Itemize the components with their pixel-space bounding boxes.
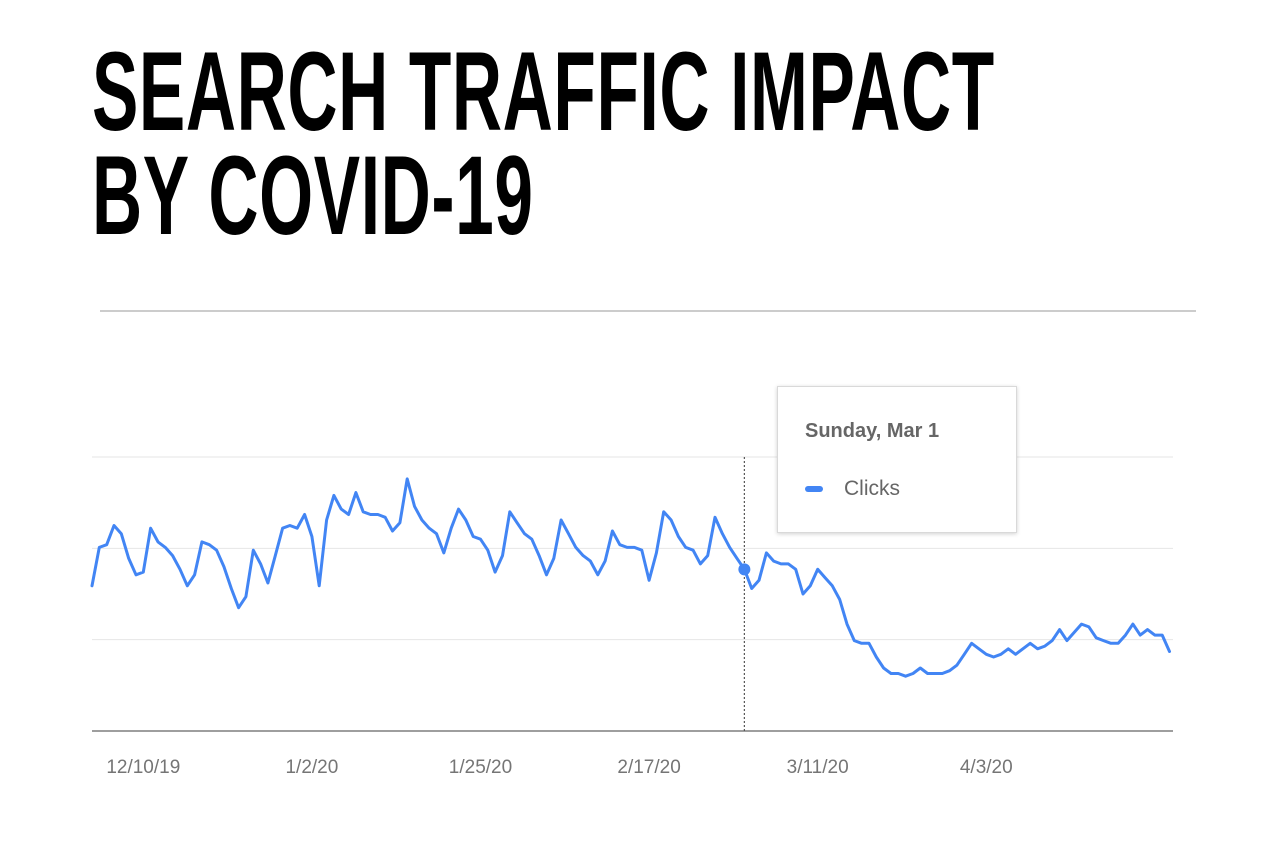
chart-tooltip: Sunday, Mar 1 Clicks — [777, 386, 1017, 533]
x-tick-label: 3/11/20 — [787, 757, 849, 778]
page-title-line-2: BY COVID-19 — [92, 133, 534, 258]
tooltip-series-swatch — [805, 486, 823, 492]
x-tick-label: 1/2/20 — [285, 757, 338, 778]
clicks-series-line — [90, 477, 1171, 678]
highlighted-data-point — [738, 563, 751, 576]
x-tick-label: 2/17/20 — [617, 757, 680, 778]
tooltip-series-label: Clicks — [844, 477, 900, 500]
x-tick-label: 1/25/20 — [449, 757, 512, 778]
tooltip-date: Sunday, Mar 1 — [805, 420, 940, 442]
x-tick-label: 12/10/19 — [106, 757, 180, 778]
x-tick-label: 4/3/20 — [960, 757, 1013, 778]
header-divider — [100, 310, 1196, 312]
